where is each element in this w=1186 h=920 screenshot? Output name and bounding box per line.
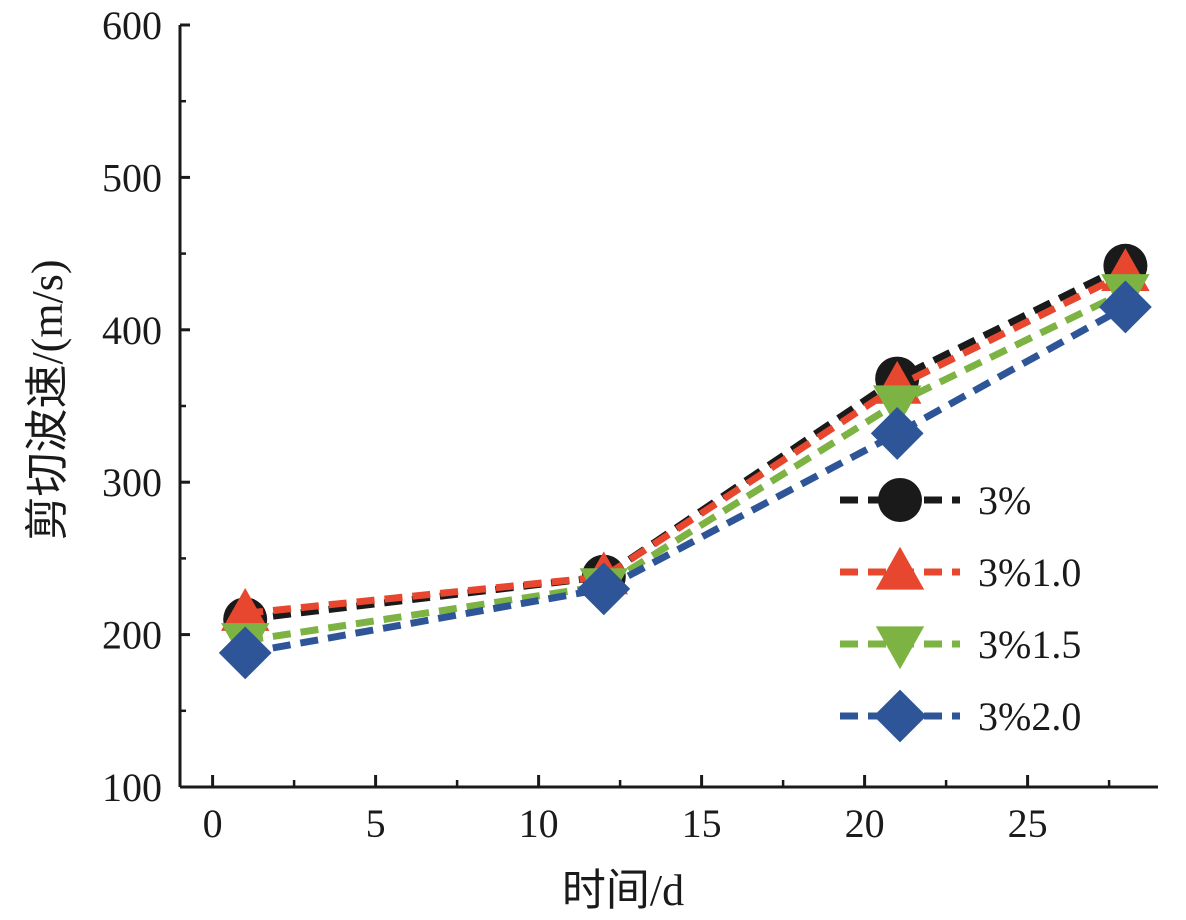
data-point: [218, 626, 272, 680]
legend-marker: [875, 626, 925, 670]
legend-item: 3%1.5: [840, 622, 1081, 670]
legend-marker: [873, 689, 927, 743]
x-tick-label: 25: [1008, 801, 1048, 846]
y-tick-label: 600: [102, 3, 162, 48]
data-point: [577, 562, 631, 616]
legend-marker: [878, 478, 922, 522]
x-tick-label: 20: [845, 801, 885, 846]
legend-label: 3%1.5: [978, 622, 1081, 667]
legend-marker: [875, 546, 925, 590]
x-tick-label: 5: [366, 801, 386, 846]
legend-label: 3%1.0: [978, 550, 1081, 595]
x-tick-label: 10: [519, 801, 559, 846]
axes: 100 200 300 400 500 600 0 5 10 15 20 25: [102, 3, 1158, 846]
y-axis-title: 剪切波速/(m/s): [23, 259, 72, 540]
data-point: [221, 587, 270, 631]
legend: 3% 3%1.0 3%1.5 3%2.0: [840, 478, 1081, 743]
x-tick-label: 15: [682, 801, 722, 846]
y-tick-label: 200: [102, 613, 162, 658]
legend-item: 3%: [840, 478, 1031, 523]
y-tick-label: 100: [102, 765, 162, 810]
legend-item: 3%1.0: [840, 546, 1081, 595]
x-axis-title: 时间/d: [562, 866, 684, 915]
legend-item: 3%2.0: [840, 689, 1081, 743]
series-layer: [218, 243, 1152, 680]
data-point: [870, 407, 924, 460]
legend-label: 3%: [978, 478, 1031, 523]
legend-label: 3%2.0: [978, 694, 1081, 739]
y-tick-label: 500: [102, 155, 162, 200]
y-tick-label: 300: [102, 460, 162, 505]
series-4: [218, 280, 1152, 680]
y-tick-label: 400: [102, 308, 162, 353]
x-tick-label: 0: [203, 801, 223, 846]
series-line: [244, 270, 1127, 617]
series-line: [244, 303, 1128, 657]
data-point: [1099, 280, 1152, 334]
data-point: [873, 385, 922, 429]
series-line: [244, 288, 1127, 645]
